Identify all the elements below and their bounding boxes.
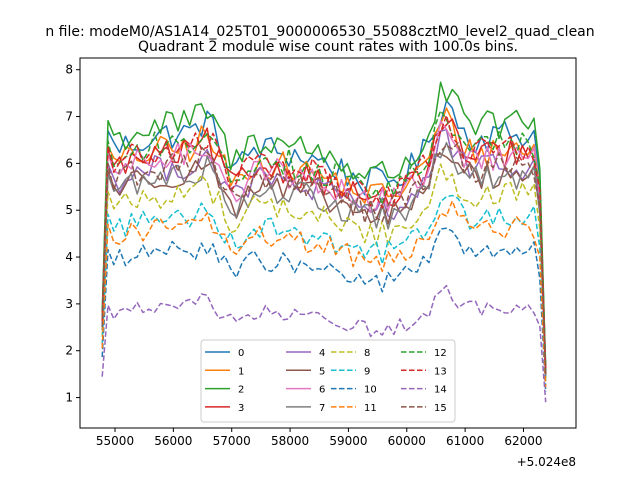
series-line-8 — [101, 163, 547, 382]
y-tick-label: 6 — [65, 156, 73, 170]
series-line-10 — [101, 227, 547, 392]
y-tick-label: 1 — [65, 391, 73, 405]
legend-label: 14 — [434, 385, 447, 396]
legend-box — [200, 339, 456, 423]
x-tick-label: 55000 — [96, 434, 134, 448]
series-line-2 — [101, 81, 547, 369]
legend-label: 10 — [364, 385, 377, 396]
x-tick-label: 58000 — [271, 434, 309, 448]
x-tick-label: 59000 — [329, 434, 367, 448]
axes-frame — [79, 57, 577, 429]
legend-label: 6 — [319, 385, 325, 396]
series-line-14 — [101, 284, 547, 403]
y-tick-label: 4 — [65, 250, 73, 264]
legend-label: 13 — [434, 366, 447, 377]
x-tick-label: 57000 — [213, 434, 251, 448]
figure-suptitle: n file: modeM0/AS1A14_025T01_9000006530_… — [45, 24, 594, 40]
series-line-9 — [101, 194, 547, 386]
legend-label: 5 — [319, 366, 325, 377]
y-tick-label: 7 — [65, 110, 73, 124]
legend-label: 3 — [238, 403, 244, 414]
legend-label: 8 — [364, 348, 370, 359]
series-line-13 — [101, 114, 547, 373]
y-tick-label: 2 — [65, 344, 73, 358]
series-line-5 — [101, 153, 547, 378]
y-tick-label: 5 — [65, 203, 73, 217]
legend-label: 1 — [238, 366, 244, 377]
legend-label: 15 — [434, 403, 447, 414]
legend-label: 12 — [434, 348, 447, 359]
chart-title: Quadrant 2 module wise count rates with … — [138, 39, 518, 55]
y-axis: 1 2 3 4 5 6 7 8 — [65, 63, 80, 405]
series-line-6 — [101, 120, 547, 375]
y-tick-label: 3 — [65, 297, 73, 311]
legend-label: 4 — [319, 348, 325, 359]
x-tick-label: 61000 — [446, 434, 484, 448]
x-tick-label: 62000 — [504, 434, 542, 448]
y-tick-label: 8 — [65, 63, 73, 77]
legend-label: 9 — [364, 366, 370, 377]
series-line-12 — [101, 110, 547, 372]
x-offset-text: +5.024e8 — [517, 455, 576, 469]
legend-label: 7 — [319, 403, 325, 414]
series-line-15 — [101, 142, 547, 377]
series-line-11 — [101, 200, 547, 388]
plot-lines — [101, 81, 547, 403]
x-tick-label: 56000 — [154, 434, 192, 448]
legend-label: 2 — [238, 385, 244, 396]
legend-label: 0 — [238, 348, 244, 359]
x-tick-label: 60000 — [388, 434, 426, 448]
legend-label: 11 — [364, 403, 377, 414]
x-axis: 55000 56000 57000 58000 59000 60000 61000 62000 — [96, 428, 543, 448]
series-line-1 — [101, 107, 547, 373]
